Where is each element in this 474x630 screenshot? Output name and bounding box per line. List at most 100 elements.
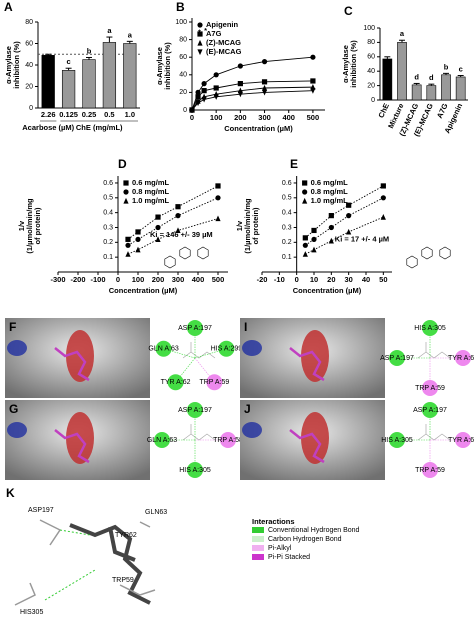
x-tick-label: 1.0 <box>125 110 135 119</box>
residue-label: HIS305 <box>20 609 43 616</box>
marker <box>195 94 201 100</box>
legend-marker <box>123 180 129 186</box>
residue <box>187 462 203 478</box>
marker <box>155 224 161 231</box>
significance-letter: a <box>107 26 112 35</box>
ligand-3d <box>69 523 151 605</box>
panel-label: G <box>9 402 18 416</box>
x-axis-label: Concentration (µM) <box>293 286 362 295</box>
legend-marker <box>197 39 203 46</box>
marker <box>201 96 207 103</box>
residue-label: GLN A:63 <box>147 437 177 444</box>
marker <box>189 107 195 114</box>
structure-ring <box>421 246 433 260</box>
marker <box>328 224 334 231</box>
residue-label: HIS A:305 <box>179 467 211 474</box>
marker <box>195 89 201 95</box>
residue <box>167 374 184 391</box>
y-tick-label: 60 <box>25 40 33 47</box>
panel-label: J <box>244 402 251 416</box>
ligand <box>54 347 90 382</box>
group-label: Acarbose (µM) <box>22 123 74 132</box>
y-tick-label: 0.4 <box>103 209 113 216</box>
y-tick-label: 100 <box>175 19 187 26</box>
x-tick-label: 300 <box>258 113 271 122</box>
y-axis-label: inhibition (%) <box>163 42 172 90</box>
x-tick-label: 0.5 <box>104 110 114 119</box>
x-axis-label: Concentration (µM) <box>224 124 293 133</box>
marker <box>346 228 352 235</box>
ligand <box>54 429 90 464</box>
residue-label: GLN A:63 <box>148 346 178 353</box>
panel-label: B <box>176 0 185 14</box>
y-axis-label: inhibition (%) <box>12 41 21 89</box>
y-axis-label: α-Amylase <box>4 46 13 84</box>
interaction-line <box>163 348 196 359</box>
y-tick-label: 0.1 <box>282 254 292 261</box>
residue <box>455 350 471 366</box>
structure-ring <box>164 255 176 269</box>
y-tick-label: 0.5 <box>282 195 292 202</box>
x-tick-label: 200 <box>152 275 165 284</box>
marker <box>155 236 161 242</box>
x-tick-label: 100 <box>132 275 145 284</box>
panel-label: A <box>4 0 13 14</box>
series-line <box>305 216 384 255</box>
residue-label: TRP A:58 <box>213 437 243 444</box>
panel-label: E <box>290 157 298 171</box>
panel-label: K <box>6 486 15 500</box>
marker <box>215 195 221 201</box>
x-tick-label: 400 <box>192 275 205 284</box>
legend-swatch <box>252 536 264 542</box>
ligand <box>289 429 325 464</box>
residue <box>187 320 203 336</box>
x-tick-label: -300 <box>50 275 65 284</box>
residue <box>422 320 438 336</box>
x-axis-label: Concentration (µM) <box>109 286 178 295</box>
residue-label: HIS A:305 <box>414 325 446 332</box>
legend-label: Pi-Pi Stacked <box>268 554 310 561</box>
y-tick-label: 60 <box>367 54 375 61</box>
surface-positive <box>242 422 262 438</box>
legend-marker <box>197 49 203 56</box>
x-tick-label: 30 <box>344 275 352 284</box>
legend-label: 0.6 mg/mL <box>132 178 170 187</box>
legend-marker <box>197 22 203 28</box>
x-tick-label: -100 <box>90 275 105 284</box>
x-tick-label: 50 <box>379 275 387 284</box>
residue <box>218 340 235 357</box>
surface-positive <box>242 340 262 356</box>
y-axis-label: inhibition (%) <box>349 40 358 88</box>
residue-label: ASP197 <box>28 507 54 514</box>
residue <box>422 380 438 396</box>
y-axis-label: of protein) <box>33 207 42 245</box>
marker <box>125 236 131 242</box>
residue-label: HIS A:305 <box>381 437 413 444</box>
residue <box>422 462 438 478</box>
marker <box>215 183 221 189</box>
marker <box>328 237 334 244</box>
residue <box>220 432 236 448</box>
bar <box>102 42 117 109</box>
residue-label: TYR A:62 <box>161 379 191 386</box>
ligand-2d <box>182 424 216 441</box>
residue <box>455 432 471 448</box>
legend-swatch <box>252 527 264 533</box>
x-tick-label: -10 <box>274 275 285 284</box>
y-tick-label: 0.5 <box>103 195 113 202</box>
marker <box>125 251 131 257</box>
marker <box>215 215 221 222</box>
residue <box>206 374 223 391</box>
significance-letter: a <box>128 30 133 39</box>
residue-label: TRP A:59 <box>415 385 445 392</box>
y-axis-label: (1/µmol/min/mg <box>243 198 252 254</box>
ligand-2d <box>182 342 216 359</box>
legend-label: Conventional Hydrogen Bond <box>268 527 360 534</box>
y-tick-label: 0 <box>371 97 375 104</box>
y-tick-label: 0 <box>29 105 33 112</box>
residue-label: TYR A:62 <box>448 437 474 444</box>
x-tick-label: 0 <box>190 113 194 122</box>
y-tick-label: 0.2 <box>282 239 292 246</box>
residue-label: TRP A:59 <box>415 467 445 474</box>
h-bonds <box>44 529 96 601</box>
